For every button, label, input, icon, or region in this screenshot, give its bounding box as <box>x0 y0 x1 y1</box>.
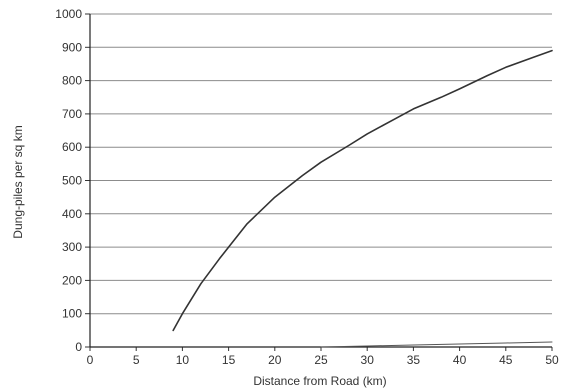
x-tick-label: 0 <box>87 353 94 367</box>
x-tick-label: 35 <box>407 353 421 367</box>
y-tick-label: 600 <box>62 140 82 154</box>
x-tick-label: 25 <box>314 353 328 367</box>
series-lines <box>172 49 553 348</box>
x-tick-label: 40 <box>453 353 467 367</box>
x-tick-label: 15 <box>222 353 236 367</box>
y-tick-label: 300 <box>62 240 82 254</box>
x-tick-label: 5 <box>133 353 140 367</box>
y-tick-label: 100 <box>62 307 82 321</box>
y-tick-label: 200 <box>62 273 82 287</box>
x-tick-label: 10 <box>176 353 190 367</box>
series-line-2 <box>320 341 553 348</box>
x-tick-label: 20 <box>268 353 282 367</box>
x-tick-label: 45 <box>499 353 513 367</box>
x-tick-label: 50 <box>545 353 559 367</box>
series-line-1 <box>172 49 553 332</box>
x-tick-label: 30 <box>361 353 375 367</box>
y-tick-label: 400 <box>62 207 82 221</box>
axes <box>85 13 553 351</box>
y-tick-label: 700 <box>62 107 82 121</box>
y-tick-label: 900 <box>62 40 82 54</box>
y-tick-label: 800 <box>62 74 82 88</box>
x-axis-title: Distance from Road (km) <box>253 374 386 388</box>
tick-labels: 0 100 200 300 400 500 600 700 800 900 1000 0 5 10 15 20… <box>55 7 559 367</box>
gridlines <box>90 13 552 315</box>
y-tick-label: 500 <box>62 174 82 188</box>
y-tick-label: 0 <box>75 340 82 354</box>
y-tick-label: 1000 <box>55 7 82 21</box>
y-axis-title: Dung-piles per sq km <box>11 125 25 238</box>
